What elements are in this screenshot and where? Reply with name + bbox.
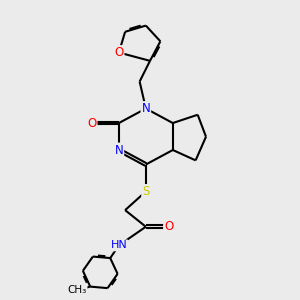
Text: N: N — [115, 143, 123, 157]
Text: CH₃: CH₃ — [67, 285, 87, 295]
Text: HN: HN — [110, 240, 127, 250]
Text: O: O — [87, 116, 97, 130]
Text: N: N — [142, 102, 150, 115]
Text: S: S — [142, 185, 149, 198]
Text: O: O — [164, 220, 173, 233]
Text: O: O — [114, 46, 124, 59]
